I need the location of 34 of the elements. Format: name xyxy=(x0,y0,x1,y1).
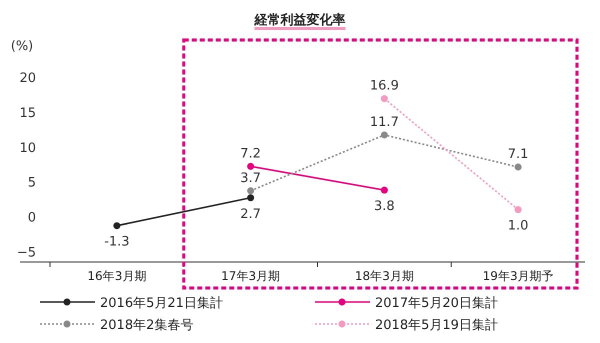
data-label: 7.2 xyxy=(240,146,261,162)
x-tick-label: 17年3月期 xyxy=(221,269,280,283)
legend-label: 2018年5月19日集計 xyxy=(375,318,498,333)
legend-label: 2017年5月20日集計 xyxy=(375,296,498,311)
data-label: 11.7 xyxy=(370,114,399,130)
legend-label: 2016年5月21日集計 xyxy=(100,296,223,311)
point xyxy=(380,186,388,194)
legend-label: 2018年2集春号 xyxy=(100,318,194,333)
y-tick-label: 5 xyxy=(28,176,36,191)
y-tick-label: 15 xyxy=(19,106,36,121)
y-axis-title: (%) xyxy=(10,39,34,54)
x-tick-label: 16年3月期 xyxy=(87,269,146,283)
y-tick-label: −5 xyxy=(16,246,36,261)
point xyxy=(380,131,388,138)
data-label: 1.0 xyxy=(508,218,528,234)
data-label: 2.7 xyxy=(240,206,261,222)
y-tick-label: 10 xyxy=(19,140,36,156)
point xyxy=(113,222,120,230)
chart-title: 経常利益変化率 xyxy=(254,12,346,28)
x-tick-label: 18年3月期 xyxy=(354,269,414,283)
point xyxy=(247,187,254,194)
point xyxy=(514,206,522,214)
point xyxy=(514,164,522,171)
point xyxy=(247,162,254,170)
y-tick-label: 0 xyxy=(28,210,36,226)
data-label: 3.7 xyxy=(240,170,261,186)
x-tick-label: 19年3月期予 xyxy=(482,269,554,283)
data-label: 16.9 xyxy=(370,78,399,94)
data-label: -1.3 xyxy=(104,234,130,250)
data-label: 3.8 xyxy=(374,199,395,214)
y-tick-label: 20 xyxy=(19,71,36,86)
data-label: 7.1 xyxy=(508,147,528,162)
point xyxy=(247,194,254,202)
point xyxy=(380,95,388,102)
